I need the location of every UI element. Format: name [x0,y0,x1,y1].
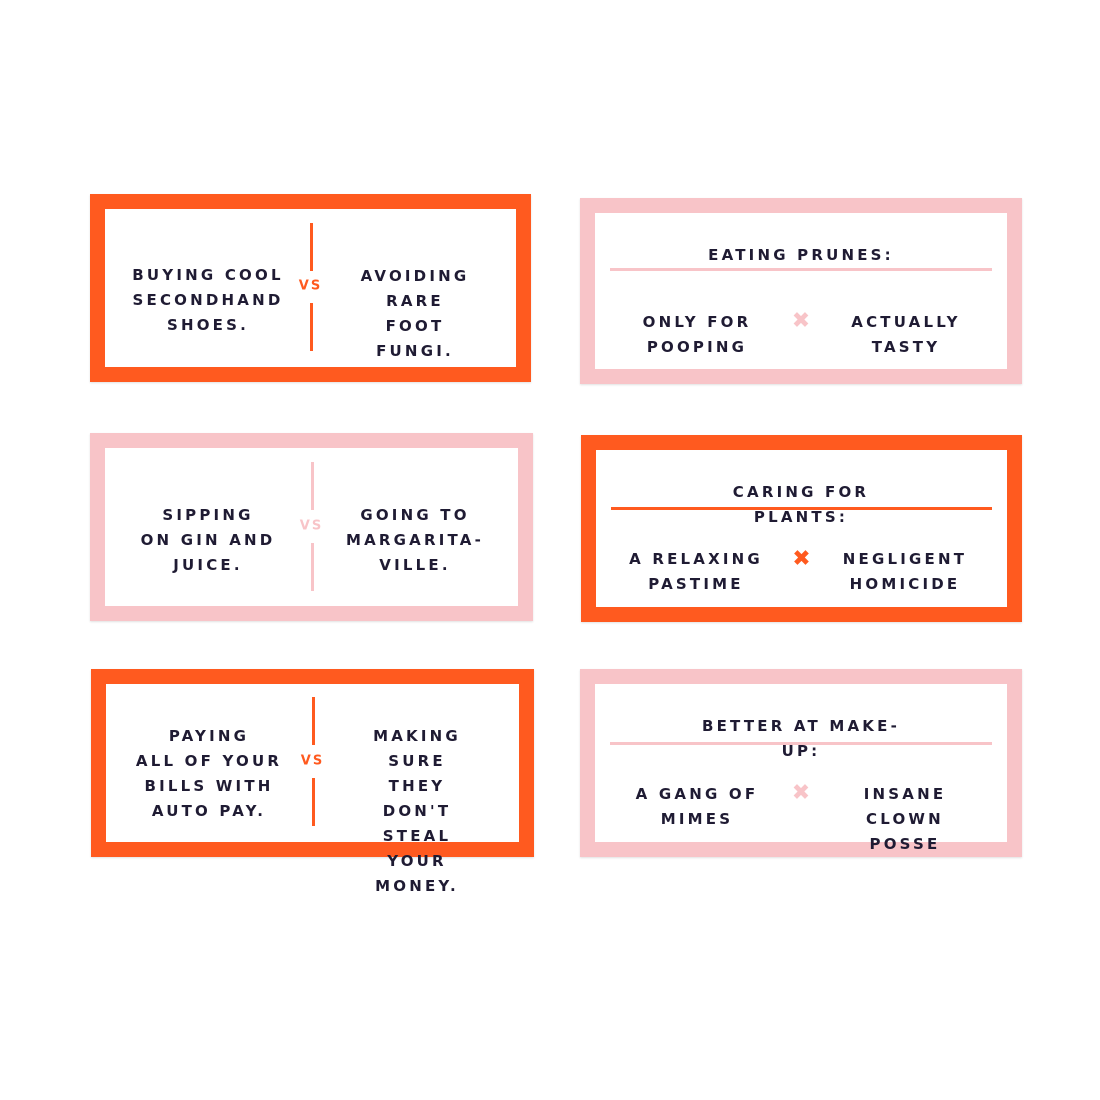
card-versus-shoes: BUYING COOL SECONDHAND SHOES. VS AVOIDIN… [90,194,531,382]
option-right: MAKING SURE THEY DON'T STEAL YOUR MONEY. [373,727,461,895]
vs-label: VS [299,518,324,534]
divider-bottom [310,543,314,591]
card-question-plants: CARING FOR PLANTS: A RELAXING PASTIME ✖ … [581,435,1022,622]
card-versus-autopay: PAYING ALL OF YOUR BILLS WITH AUTO PAY. … [91,669,534,895]
option-right: INSANE CLOWN POSSE [863,785,947,853]
vs-label: VS [300,753,325,769]
x-icon: ✖ [792,546,811,572]
option-left: A GANG OF MIMES [635,785,759,828]
divider-bottom [309,303,313,351]
option-left: A RELAXING PASTIME [629,550,763,593]
card-versus-gin: SIPPING ON GIN AND JUICE. VS GOING TO MA… [90,433,533,621]
option-left: BUYING COOL SECONDHAND SHOES. [132,266,284,334]
option-right: AVOIDING RARE FOOT FUNGI. [360,267,470,360]
title-divider [611,507,992,510]
divider-top [311,697,315,745]
divider-top [309,223,313,271]
option-right: NEGLIGENT HOMICIDE [842,550,968,593]
card-question-prunes: EATING PRUNES: ONLY FOR POOPING ✖ ACTUAL… [580,198,1022,384]
option-right: GOING TO MARGARITA- VILLE. [345,506,485,574]
option-right: ACTUALLY TASTY [851,313,961,356]
card-title: BETTER AT MAKE-UP: [701,717,901,760]
option-left: SIPPING ON GIN AND JUICE. [140,506,276,574]
title-divider [610,268,992,271]
option-left: PAYING ALL OF YOUR BILLS WITH AUTO PAY. [135,727,283,820]
divider-top [310,462,314,510]
divider-bottom [311,778,315,826]
option-left: ONLY FOR POOPING [642,313,752,356]
x-icon: ✖ [791,780,811,806]
x-icon: ✖ [791,308,811,334]
card-question-makeup: BETTER AT MAKE-UP: A GANG OF MIMES ✖ INS… [580,669,1022,857]
title-divider [610,742,992,745]
vs-label: VS [298,278,323,294]
card-title: EATING PRUNES: [708,246,894,264]
card-title: CARING FOR PLANTS: [732,483,870,526]
